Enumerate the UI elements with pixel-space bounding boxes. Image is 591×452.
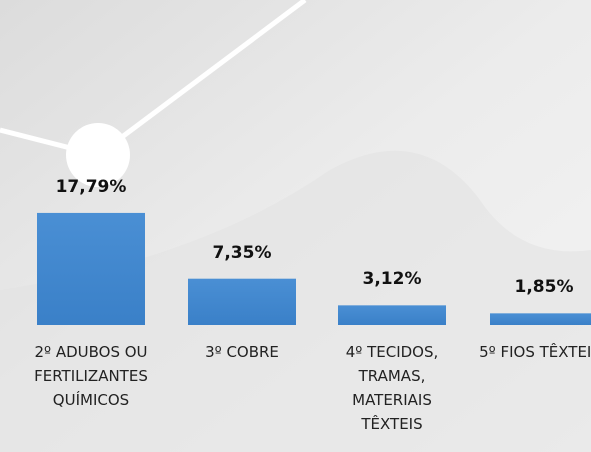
x-tick-label: 4º TECIDOS, TRAMAS, MATERIAIS TÊXTEIS xyxy=(345,343,439,433)
decor-circle xyxy=(66,123,130,187)
x-tick-label: 2º ADUBOS OU FERTILIZANTES QUÍMICOS xyxy=(34,343,148,409)
x-tick-label: 3º COBRE xyxy=(205,343,279,361)
data-label: 17,79% xyxy=(55,176,127,197)
data-label: 1,85% xyxy=(514,277,574,298)
bar xyxy=(37,212,145,325)
data-label: 3,12% xyxy=(362,269,422,290)
x-tick-label: 5º FIOS TÊXTEIS xyxy=(479,343,591,361)
data-label: 7,35% xyxy=(212,242,272,263)
bar xyxy=(338,305,446,325)
bar xyxy=(490,313,591,325)
bar xyxy=(188,278,296,325)
